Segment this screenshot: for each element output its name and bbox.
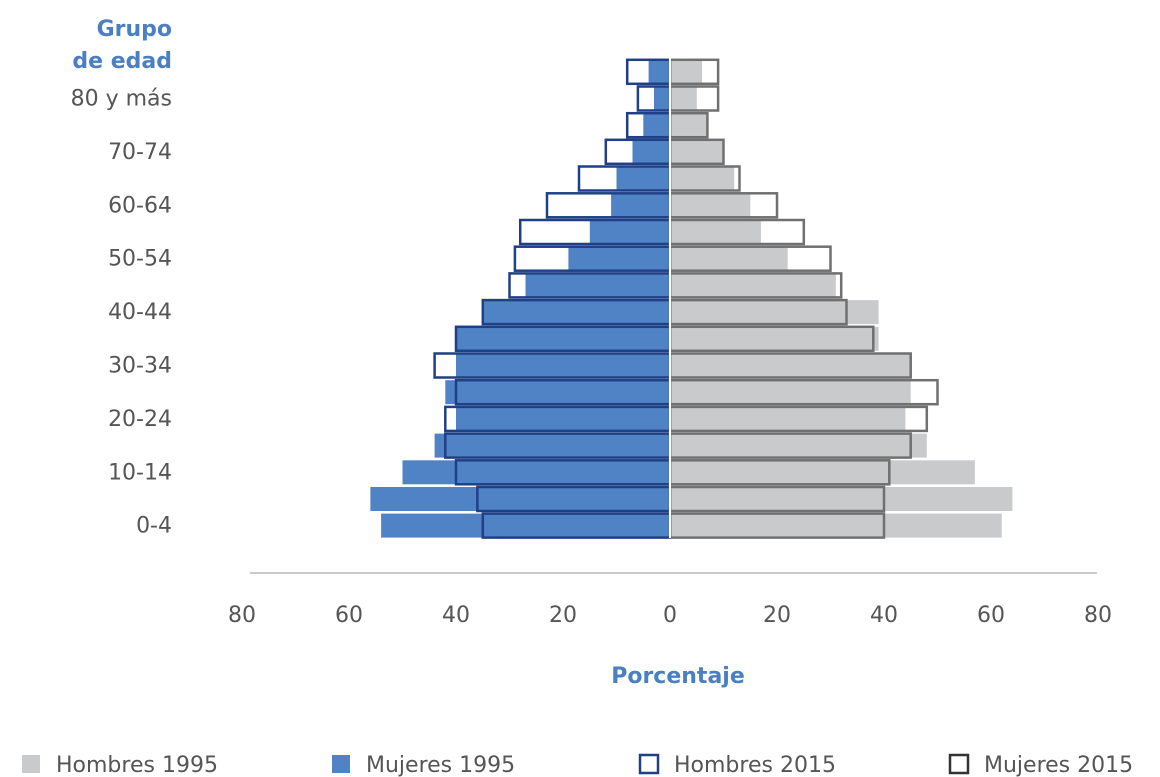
x-tick-labels: 80 60 40 20 0 20 40 60 80 <box>228 603 1112 628</box>
legend-swatch-mujeres-1995 <box>332 755 350 773</box>
bar-hombres-1995-5-9 <box>670 487 1013 511</box>
y-axis-title-line2: de edad <box>72 49 172 74</box>
legend-label-hombres-1995: Hombres 1995 <box>56 753 218 777</box>
x-tick-label: 20 <box>549 603 577 628</box>
y-category-label: 80 y más <box>71 87 172 112</box>
bar-hombres-1995-50-54 <box>670 246 788 271</box>
bar-mujeres-1995-70-74 <box>632 139 670 164</box>
bar-hombres-1995-60-64 <box>670 193 751 218</box>
bar-mujeres-1995-5-9 <box>370 487 670 511</box>
x-tick-label: 60 <box>335 603 363 628</box>
y-category-labels: 0-4 10-14 20-24 30-34 40-44 50-54 60-64 70-74 80… <box>71 87 172 539</box>
legend-swatch-hombres-1995 <box>22 755 40 773</box>
bar-mujeres-1995-0-4 <box>381 513 670 538</box>
bar-hombres-1995-55-59 <box>670 220 761 244</box>
x-tick-label: 0 <box>663 603 677 628</box>
bar-hombres-1995-10-14 <box>670 460 975 485</box>
bar-mujeres-1995-50-54 <box>568 246 670 271</box>
y-category-label: 40-44 <box>108 300 172 325</box>
bar-mujeres-1995-20-24 <box>456 406 670 431</box>
y-category-label: 60-64 <box>108 193 172 218</box>
x-axis-title: Porcentaje <box>611 664 745 689</box>
bar-hombres-1995-25-29 <box>670 380 911 405</box>
x-tick-label: 60 <box>977 603 1005 628</box>
bar-hombres-1995-20-24 <box>670 406 906 431</box>
bar-hombres-1995-35-39 <box>670 326 879 351</box>
bar-mujeres-1995-65-69 <box>616 166 670 191</box>
y-category-label: 10-14 <box>108 460 172 485</box>
bar-mujeres-1995-80-y-más <box>654 86 670 111</box>
x-tick-label: 80 <box>228 603 256 628</box>
legend-label-mujeres-2015: Mujeres 2015 <box>984 753 1133 777</box>
legend-swatch-mujeres-2015 <box>948 753 970 775</box>
y-axis-title-line1: Grupo <box>97 17 172 42</box>
x-tick-label: 20 <box>763 603 791 628</box>
bar-mujeres-1995-25-29 <box>445 380 670 405</box>
bar-mujeres-1995-15-19 <box>434 433 670 458</box>
bar-hombres-1995-70-74 <box>670 139 724 164</box>
bar-hombres-1995-15-19 <box>670 433 927 458</box>
bar-mujeres-1995-75-79 <box>643 113 671 138</box>
bar-hombres-1995-65-69 <box>670 166 735 191</box>
bar-mujeres-1995-40-44 <box>482 300 671 325</box>
bar-mujeres-1995-10-14 <box>402 460 670 485</box>
bar-mujeres-1995-55-59 <box>589 220 671 244</box>
bar-hombres-1995-45-49 <box>670 273 836 298</box>
bar-mujeres-1995-35-39 <box>456 326 670 351</box>
legend-label-hombres-2015: Hombres 2015 <box>674 753 836 777</box>
bar-hombres-1995-0-4 <box>670 513 1002 538</box>
y-category-label: 20-24 <box>108 407 172 432</box>
legend-swatch-hombres-2015 <box>638 753 660 775</box>
y-category-label: 50-54 <box>108 247 172 272</box>
y-category-label: 70-74 <box>108 140 172 165</box>
bar-mujeres-1995-60-64 <box>611 193 670 218</box>
x-tick-label: 80 <box>1084 603 1112 628</box>
y-category-label: 0-4 <box>136 514 172 539</box>
bar-mujeres-1995-45-49 <box>525 273 670 298</box>
bars-layer <box>370 58 1013 539</box>
bar-mujeres-1995-80+ <box>648 59 670 84</box>
bar-hombres-1995-80-y-más <box>670 86 697 111</box>
legend: Hombres 1995 Mujeres 1995 Hombres 2015 Muje… <box>22 753 1133 777</box>
y-category-label: 30-34 <box>108 354 172 379</box>
bar-hombres-1995-80+ <box>670 59 703 84</box>
bar-hombres-1995-75-79 <box>670 113 708 138</box>
x-tick-label: 40 <box>442 603 470 628</box>
bar-hombres-1995-30-34 <box>670 353 911 378</box>
bar-mujeres-1995-30-34 <box>456 353 670 378</box>
bar-hombres-1995-40-44 <box>670 300 879 325</box>
legend-label-mujeres-1995: Mujeres 1995 <box>366 753 515 777</box>
x-tick-label: 40 <box>870 603 898 628</box>
